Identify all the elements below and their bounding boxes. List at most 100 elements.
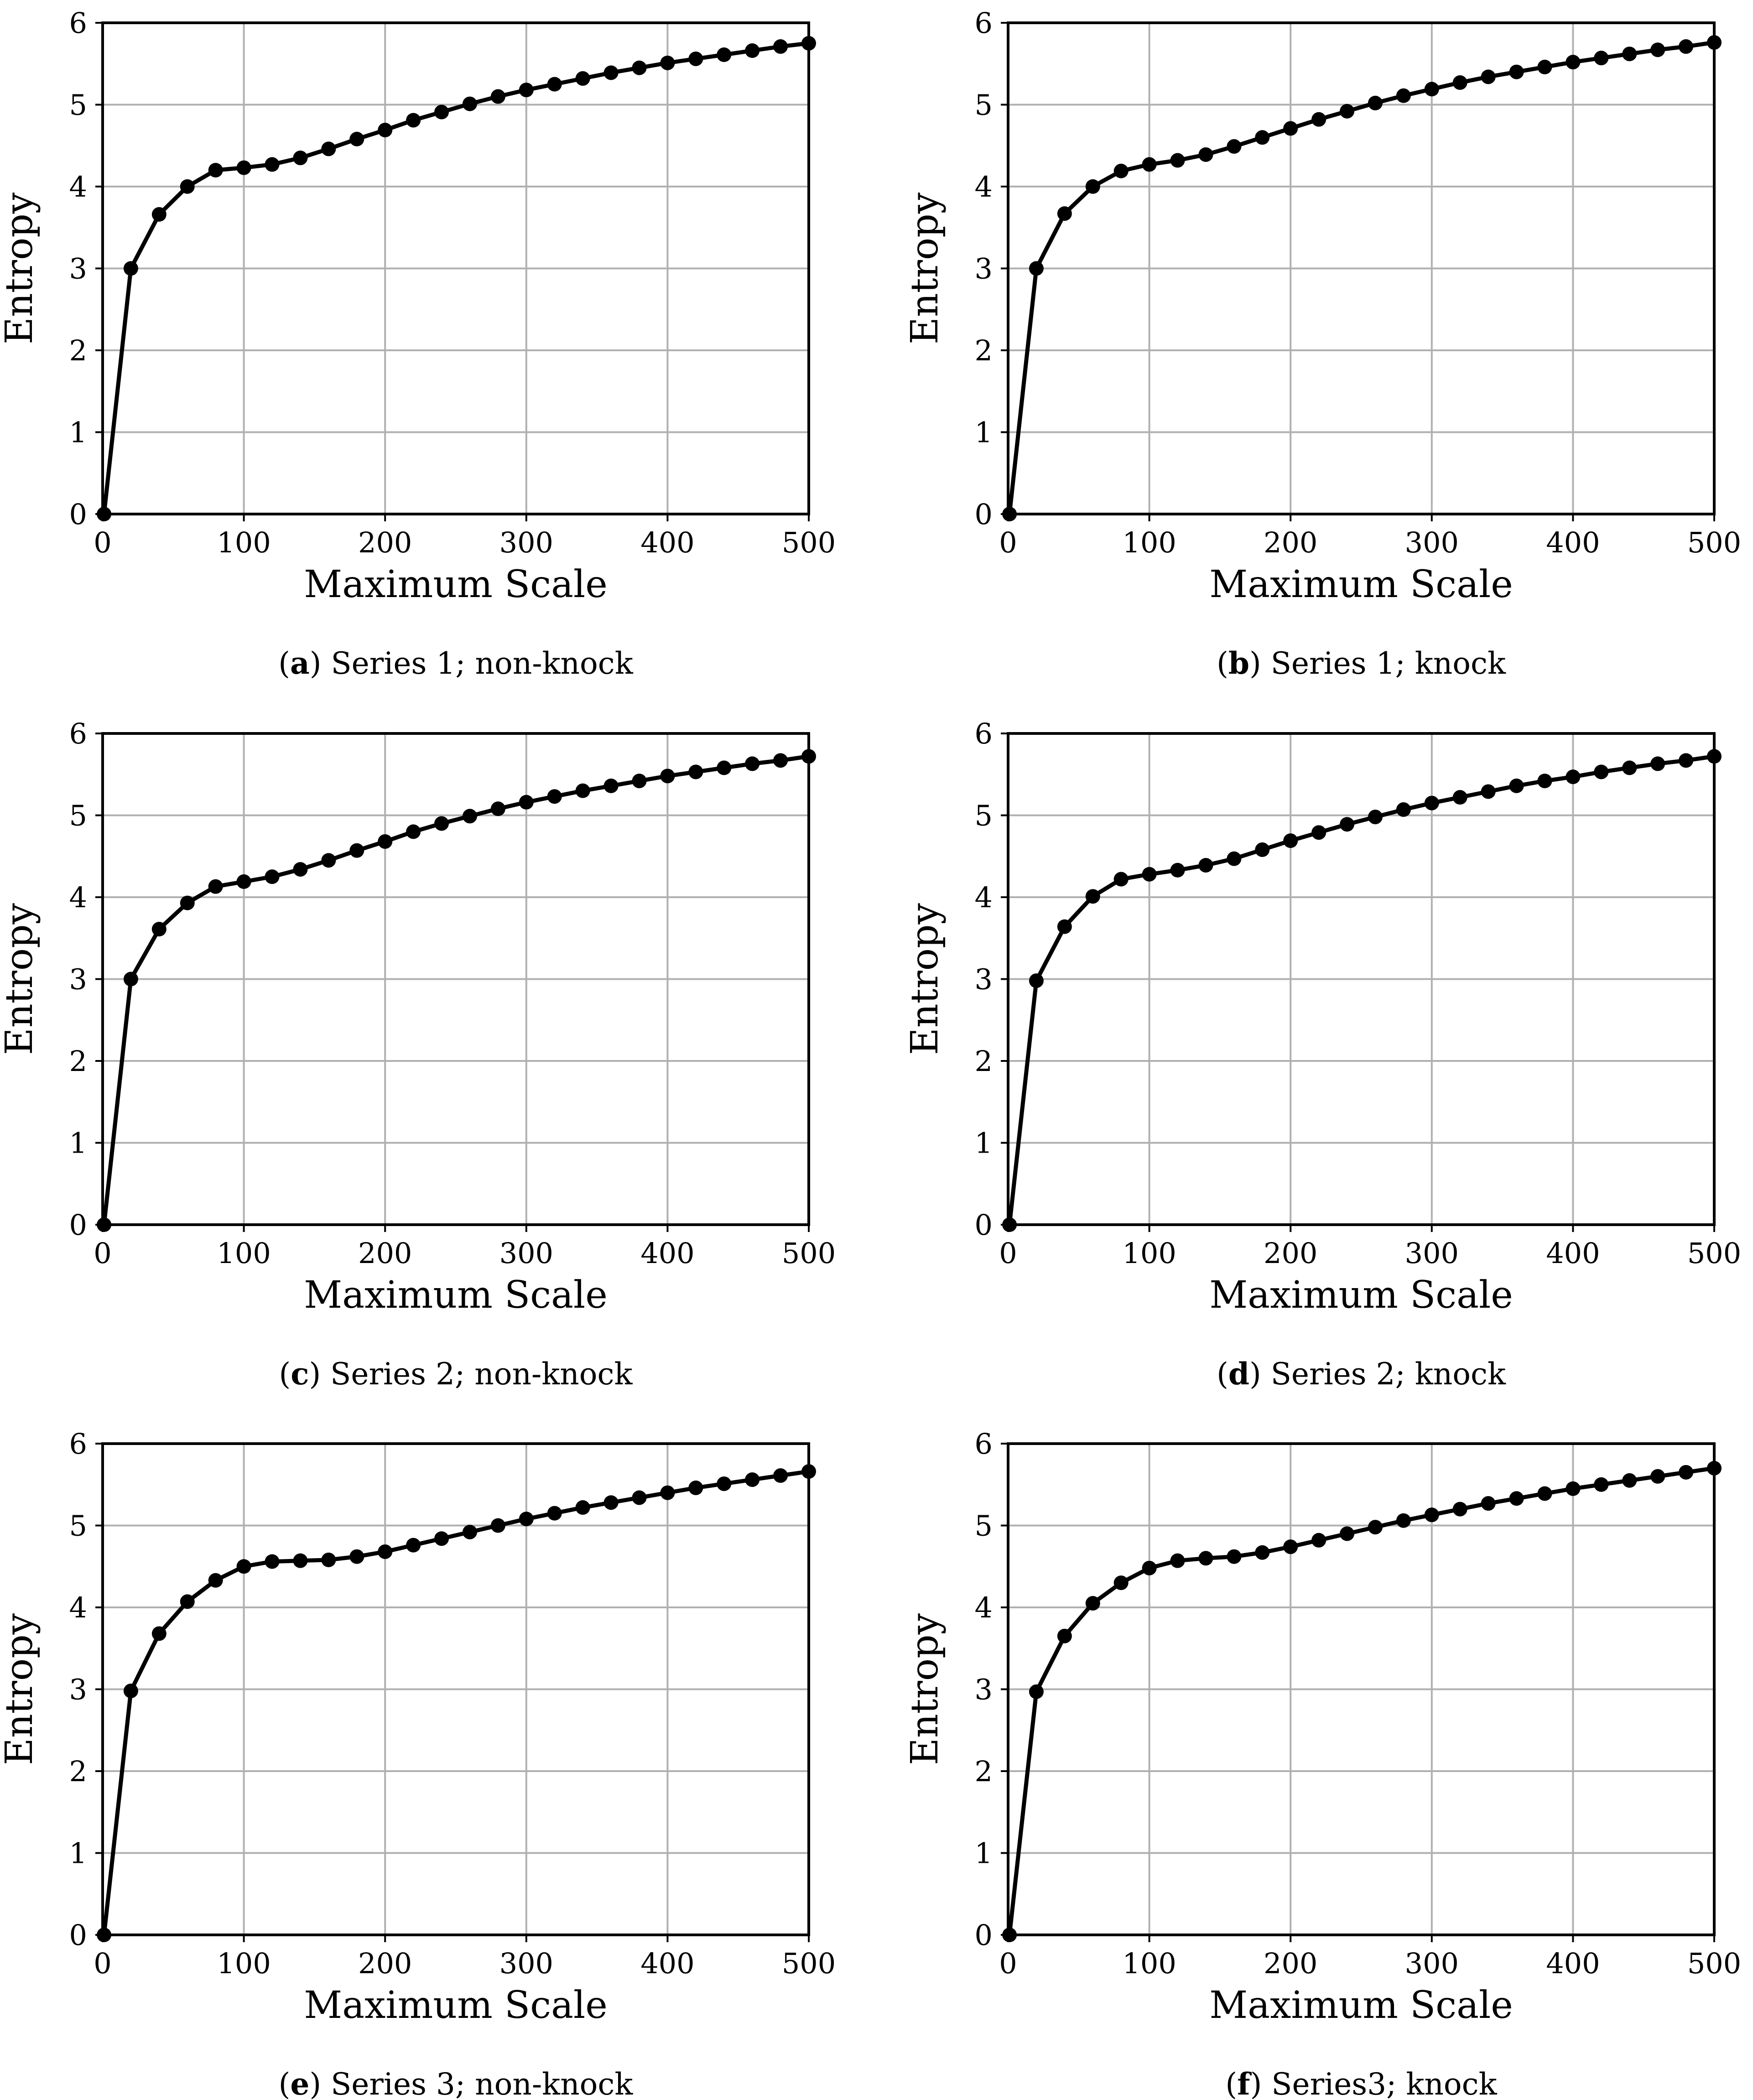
caption-text: ) Series3; knock — [1250, 2067, 1498, 2100]
data-point — [151, 922, 166, 937]
data-point — [1481, 69, 1496, 84]
x-tick-label: 0 — [999, 1947, 1017, 1980]
data-point — [575, 71, 590, 86]
data-point — [349, 131, 364, 146]
y-tick-label: 0 — [69, 498, 87, 531]
data-point — [1283, 121, 1298, 136]
y-tick-label: 6 — [975, 717, 993, 750]
data-point — [1311, 825, 1326, 840]
data-point — [1085, 179, 1100, 194]
panel-d: 0 100 200 300 400 500 0 1 2 3 4 5 6 Maximum Scale Entr… — [903, 717, 1741, 1392]
data-point — [293, 151, 308, 166]
data-point — [1452, 75, 1467, 90]
data-point — [1396, 1513, 1411, 1528]
caption-label: b — [1228, 645, 1249, 681]
x-tick-label: 100 — [1122, 1237, 1176, 1270]
data-point — [1537, 1486, 1552, 1501]
data-point — [519, 795, 534, 810]
data-point — [1029, 973, 1044, 988]
y-tick-label: 2 — [975, 334, 993, 367]
data-point — [575, 1500, 590, 1515]
data-point — [151, 1626, 166, 1641]
caption-paren: ( — [1217, 1357, 1228, 1392]
data-point — [208, 163, 223, 178]
x-tick-label: 500 — [782, 526, 836, 559]
y-tick-label: 5 — [975, 799, 993, 832]
data-point — [1594, 51, 1609, 66]
x-tick-label: 200 — [358, 526, 412, 559]
x-axis-label: Maximum Scale — [304, 1274, 607, 1317]
caption-paren: ( — [279, 1357, 291, 1392]
y-tick-label: 1 — [975, 1127, 993, 1160]
caption-label: a — [290, 645, 310, 681]
x-tick-label: 200 — [1264, 526, 1317, 559]
y-tick-label: 4 — [975, 881, 993, 914]
data-point — [1170, 1553, 1185, 1568]
data-point — [265, 1554, 280, 1569]
caption-paren: ( — [1225, 2067, 1237, 2100]
y-tick-label: 3 — [69, 252, 87, 286]
data-point — [603, 778, 619, 793]
data-point — [1255, 130, 1270, 145]
y-tick-label: 5 — [975, 88, 993, 122]
y-tick-label: 5 — [69, 88, 87, 122]
y-tick-label: 3 — [975, 1673, 993, 1706]
data-point — [1481, 1496, 1496, 1511]
data-point — [1340, 104, 1355, 119]
x-tick-label: 200 — [358, 1237, 412, 1270]
y-tick-label: 6 — [69, 6, 87, 40]
data-point — [1029, 1684, 1044, 1699]
x-axis-label: Maximum Scale — [304, 1984, 607, 2027]
data-point — [1113, 163, 1129, 178]
data-point — [1255, 842, 1270, 857]
y-tick-label: 2 — [975, 1045, 993, 1078]
x-tick-label: 0 — [999, 1237, 1017, 1270]
data-point — [265, 157, 280, 172]
x-tick-label: 300 — [1405, 1237, 1459, 1270]
x-tick-label: 200 — [1264, 1237, 1317, 1270]
caption-label: d — [1228, 1356, 1249, 1392]
data-point — [321, 141, 336, 156]
x-tick-label: 500 — [1687, 1237, 1741, 1270]
data-point — [1113, 872, 1129, 887]
x-tick-label: 0 — [94, 1947, 111, 1980]
data-point — [1622, 47, 1637, 62]
data-point — [745, 1472, 760, 1487]
data-point — [1057, 1628, 1072, 1643]
data-point — [1368, 810, 1383, 825]
data-point — [688, 764, 703, 780]
y-tick-label: 2 — [975, 1755, 993, 1788]
y-axis-label: Entropy — [0, 192, 41, 344]
caption: (d) Series 2; knock — [1217, 1356, 1506, 1392]
caption-label: c — [291, 1356, 309, 1392]
axes-frame — [101, 1442, 810, 1936]
y-tick-label: 6 — [69, 717, 87, 750]
data-point — [462, 96, 477, 111]
panel-c: 0 100 200 300 400 500 0 1 2 3 4 5 6 Maximum Scale Entr… — [0, 717, 836, 1392]
data-point — [717, 760, 732, 775]
axes-frame — [1007, 732, 1716, 1226]
data-point — [208, 1573, 223, 1588]
data-point — [349, 1549, 364, 1564]
data-point — [632, 60, 647, 75]
data-point — [123, 1684, 138, 1699]
data-point — [660, 1485, 675, 1500]
data-point — [1057, 206, 1072, 221]
y-tick-label: 2 — [69, 1045, 87, 1078]
data-point — [236, 1559, 251, 1574]
data-point — [632, 774, 647, 789]
caption-paren: ( — [278, 646, 290, 681]
data-point — [1481, 784, 1496, 799]
data-point — [1057, 919, 1072, 934]
data-point — [434, 1531, 449, 1546]
x-tick-label: 100 — [1122, 526, 1176, 559]
data-point — [1255, 1545, 1270, 1560]
y-tick-label: 4 — [975, 170, 993, 203]
y-tick-label: 6 — [975, 1427, 993, 1461]
data-point — [1650, 1469, 1665, 1484]
data-point — [688, 1480, 703, 1495]
data-point — [1029, 261, 1044, 276]
data-point — [490, 89, 505, 104]
data-point — [1340, 817, 1355, 832]
y-tick-label: 3 — [69, 963, 87, 996]
